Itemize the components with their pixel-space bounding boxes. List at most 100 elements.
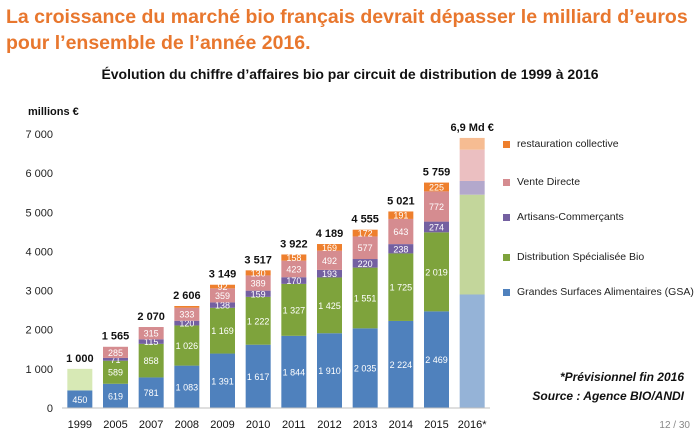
bar-segment-artisans-2008 bbox=[174, 320, 200, 326]
value-label-distribution: 858 bbox=[144, 356, 159, 366]
value-label-gsa: 2 469 bbox=[425, 355, 448, 365]
bar-segment-gsa-2016 bbox=[459, 294, 485, 408]
x-tick-label: 2008 bbox=[175, 419, 199, 431]
bar-segment-gsa-2010 bbox=[245, 344, 271, 408]
source-note: Source : Agence BIO/ANDI bbox=[532, 389, 684, 403]
bar-segment-artisans-2012 bbox=[317, 269, 342, 278]
value-label-artisans: 274 bbox=[429, 222, 444, 232]
value-label-vente: 492 bbox=[322, 256, 337, 266]
value-label-distribution: 1 026 bbox=[176, 341, 199, 351]
bar-segment-artisans-2007 bbox=[138, 339, 164, 344]
value-label-gsa: 1 844 bbox=[283, 367, 306, 377]
value-label-gsa: 450 bbox=[72, 395, 87, 405]
bar-segment-vente-2011 bbox=[281, 260, 307, 278]
x-tick-label: 2009 bbox=[210, 419, 234, 431]
bar-segment-vente-2005 bbox=[103, 346, 128, 358]
bar-segment-gsa-2014 bbox=[388, 320, 414, 408]
headline-line-1: La croissance du marché bio français dev… bbox=[6, 6, 688, 28]
bar-segment-vente-2013 bbox=[352, 236, 378, 260]
bar-segment-artisans-2005 bbox=[103, 357, 128, 361]
bar-segment-distribution-2012 bbox=[317, 277, 342, 334]
value-label-artisans: 115 bbox=[144, 337, 158, 347]
x-tick-label: 2011 bbox=[282, 419, 306, 431]
legend-swatch bbox=[503, 214, 510, 221]
value-label-gsa: 1 910 bbox=[318, 366, 341, 376]
y-tick-label: 6 000 bbox=[25, 168, 53, 180]
value-label-vente: 772 bbox=[429, 202, 444, 212]
value-label-gsa: 1 391 bbox=[211, 376, 234, 386]
x-tick-label: 2015 bbox=[424, 419, 448, 431]
value-label-distribution: 1 551 bbox=[354, 293, 377, 303]
value-label-restauration: 130 bbox=[251, 268, 266, 278]
value-label-gsa: 1 617 bbox=[247, 372, 270, 382]
value-label-vente: 423 bbox=[286, 264, 301, 274]
total-label: 1 565 bbox=[102, 331, 130, 343]
bar-segment-gsa-1999 bbox=[67, 390, 93, 408]
value-label-restauration: 169 bbox=[322, 243, 337, 253]
value-label-gsa: 1 083 bbox=[176, 382, 199, 392]
legend-label: Distribution Spécialisée Bio bbox=[517, 251, 645, 263]
value-label-gsa: 781 bbox=[144, 388, 159, 398]
bar-segment-distribution-2016 bbox=[459, 194, 485, 295]
legend-label: Grandes Surfaces Alimentaires (GSA) bbox=[517, 286, 694, 298]
bar-segment-gsa-2008 bbox=[174, 365, 200, 408]
legend-swatch bbox=[503, 289, 510, 296]
bar-segment-artisans-2016 bbox=[459, 180, 485, 195]
value-label-vente: 577 bbox=[358, 243, 373, 253]
forecast-note: *Prévisionnel fin 2016 bbox=[559, 370, 684, 384]
legend-label: Artisans-Commerçants bbox=[517, 211, 624, 223]
headline: La croissance du marché bio français dev… bbox=[6, 4, 696, 56]
legend-swatch bbox=[503, 141, 510, 148]
value-label-gsa: 2 224 bbox=[390, 360, 413, 370]
value-label-restauration: 158 bbox=[286, 253, 301, 263]
bar-segment-distribution-2015 bbox=[424, 232, 449, 312]
value-label-artisans: 71 bbox=[110, 355, 120, 365]
bar-segment-gsa-2005 bbox=[103, 383, 128, 408]
y-tick-label: 7 000 bbox=[25, 129, 53, 141]
value-label-restauration: 172 bbox=[358, 229, 373, 239]
total-label: 2 070 bbox=[137, 311, 165, 323]
y-tick-label: 0 bbox=[47, 403, 53, 415]
bar-segment-restauration-2014 bbox=[388, 211, 414, 219]
legend-swatch bbox=[503, 254, 510, 261]
legend-label: Vente Directe bbox=[517, 176, 581, 188]
y-tick-label: 5 000 bbox=[25, 207, 53, 219]
total-label: 3 922 bbox=[280, 238, 308, 250]
bar-segment-artisans-2015 bbox=[424, 221, 449, 233]
value-label-artisans: 193 bbox=[322, 269, 337, 279]
x-tick-label: 2016* bbox=[458, 419, 487, 431]
bar-segment-vente-2007 bbox=[138, 327, 164, 340]
x-tick-label: 2012 bbox=[317, 419, 341, 431]
total-label: 4 555 bbox=[351, 214, 379, 226]
bar-segment-gsa-2007 bbox=[138, 377, 164, 408]
bar-segment-gsa-2011 bbox=[281, 335, 307, 408]
bar-segment-distribution-2011 bbox=[281, 283, 307, 336]
value-label-artisans: 159 bbox=[251, 289, 266, 299]
bar-segment-vente-2009 bbox=[210, 288, 235, 303]
value-label-distribution: 1 425 bbox=[318, 301, 341, 311]
y-tick-label: 1 000 bbox=[25, 364, 53, 376]
y-tick-label: 3 000 bbox=[25, 286, 53, 298]
x-tick-label: 2005 bbox=[103, 419, 127, 431]
value-label-restauration: 92 bbox=[217, 282, 227, 292]
value-label-vente: 315 bbox=[144, 329, 159, 339]
total-label: 2 606 bbox=[173, 290, 201, 302]
value-label-distribution: 1 222 bbox=[247, 316, 270, 326]
bar-segment-distribution-2009 bbox=[210, 307, 235, 354]
legend-label: restauration collective bbox=[517, 138, 619, 150]
bar-segment-distribution-2007 bbox=[138, 343, 164, 378]
bar-segment-restauration-2011 bbox=[281, 254, 307, 261]
x-tick-label: 2007 bbox=[139, 419, 163, 431]
bar-segment-vente-2010 bbox=[245, 275, 271, 291]
page-number: 12 / 30 bbox=[659, 420, 690, 431]
bar-segment-artisans-2014 bbox=[388, 244, 414, 254]
headline-line-2: pour l’ensemble de l’année 2016. bbox=[6, 32, 311, 54]
bar-segment-restauration-2010 bbox=[245, 270, 271, 276]
value-label-distribution: 2 019 bbox=[425, 267, 448, 277]
value-label-vente: 359 bbox=[215, 291, 230, 301]
bar-segment-artisans-2009 bbox=[210, 302, 235, 308]
bar-segment-gsa-2015 bbox=[424, 311, 449, 408]
x-tick-label: 2014 bbox=[389, 419, 413, 431]
bar-segment-restauration-2016 bbox=[459, 137, 485, 150]
